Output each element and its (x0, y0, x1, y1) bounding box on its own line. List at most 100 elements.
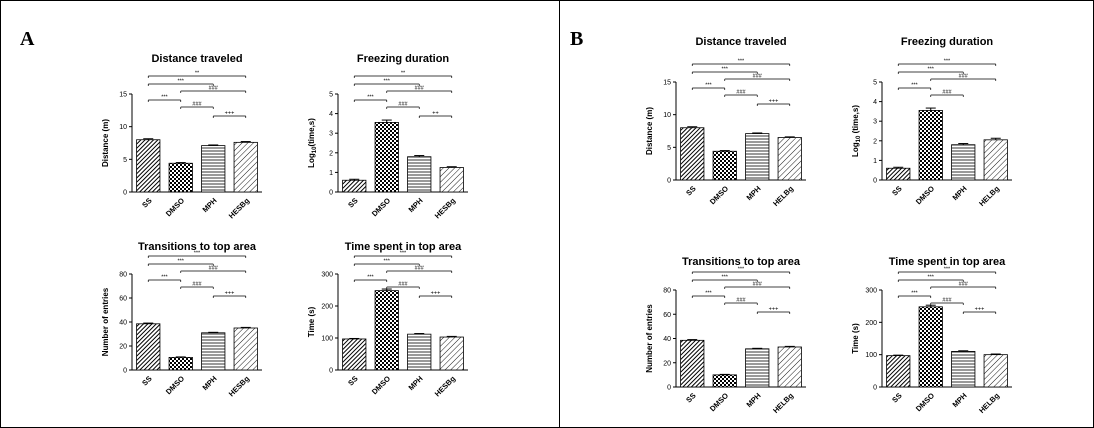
y-tick-label: 200 (865, 320, 877, 327)
significance-label: ### (415, 86, 425, 92)
category-label: MPH (407, 196, 425, 214)
bar-SS (136, 139, 161, 193)
significance-label: ### (753, 282, 763, 288)
y-tick-label: 2 (873, 138, 877, 145)
bar-DMSO (712, 374, 737, 388)
bar-HESBg (233, 141, 258, 193)
bar-HESBg (439, 167, 464, 193)
bar-SS (136, 323, 161, 371)
significance-label: ++ (432, 111, 438, 117)
category-label: HELBg (771, 391, 795, 415)
y-axis-label: Distance (m) (101, 119, 110, 167)
bar-HELBg (777, 137, 802, 181)
y-axis-label: Time (s) (851, 323, 860, 354)
y-tick-label: 10 (663, 112, 671, 119)
bar-MPH (951, 144, 976, 181)
chart-1-3: Time spent in top area 0 100 200 300 Time (s)… (851, 256, 1012, 415)
significance-label: *** (178, 259, 185, 265)
y-tick-label: 300 (865, 288, 877, 295)
bar-HELBg (983, 139, 1008, 181)
bar-MPH (201, 332, 226, 371)
bar-DMSO (918, 110, 943, 181)
y-axis-label: Time (s) (307, 306, 316, 337)
y-tick-label: 40 (663, 336, 671, 343)
category-label: MPH (407, 374, 425, 392)
bar-SS (886, 167, 911, 181)
y-tick-label: 200 (321, 304, 333, 311)
chart-title: Time spent in top area (889, 256, 1006, 268)
y-tick-label: 0 (123, 368, 127, 375)
significance-label: *** (944, 267, 951, 273)
y-tick-label: 15 (119, 92, 127, 99)
bar-DMSO (168, 356, 193, 371)
y-tick-label: 0 (329, 190, 333, 197)
chart-0-3: Time spent in top area 0 100 200 300 Time (s)… (307, 241, 468, 398)
y-tick-label: 100 (865, 352, 877, 359)
bar-MPH (201, 145, 226, 193)
bar-DMSO (374, 122, 399, 193)
category-label: DMSO (914, 391, 936, 413)
significance-label: *** (161, 275, 168, 281)
y-tick-label: 60 (119, 296, 127, 303)
y-axis-label: Number of entries (101, 287, 110, 356)
significance-label: ### (753, 74, 763, 80)
significance-label: ### (736, 298, 746, 304)
significance-label: ### (959, 74, 969, 80)
y-tick-label: 5 (873, 80, 877, 87)
significance-label: *** (367, 275, 374, 281)
significance-label: *** (384, 259, 391, 265)
significance-label: +++ (225, 291, 235, 297)
significance-label: *** (928, 67, 935, 73)
y-tick-label: 10 (119, 124, 127, 131)
y-tick-label: 5 (123, 157, 127, 164)
y-tick-label: 2 (329, 150, 333, 157)
category-label: HESBg (227, 196, 252, 221)
significance-label: ### (398, 282, 408, 288)
y-axis-label: Distance (m) (645, 107, 654, 155)
category-label: DMSO (708, 184, 730, 206)
significance-label: +++ (769, 99, 779, 105)
y-axis-label: Log10(time,s) (307, 118, 318, 168)
significance-label: ### (736, 90, 746, 96)
y-tick-label: 0 (873, 385, 877, 392)
category-label: DMSO (370, 196, 392, 218)
significance-label: ### (192, 282, 202, 288)
significance-label: ### (942, 298, 952, 304)
significance-label: +++ (769, 307, 779, 313)
category-label: DMSO (164, 196, 186, 218)
y-tick-label: 3 (329, 131, 333, 138)
significance-label: *** (705, 83, 712, 89)
chart-title: Time spent in top area (345, 241, 462, 253)
category-label: MPH (745, 391, 763, 409)
category-label: HESBg (227, 374, 252, 399)
y-tick-label: 0 (329, 368, 333, 375)
panel-label-b: B (570, 28, 584, 50)
category-label: SS (684, 391, 697, 404)
category-label: SS (890, 184, 903, 197)
significance-label: +++ (975, 307, 985, 313)
significance-label: *** (194, 251, 201, 257)
bar-HELBg (777, 346, 802, 388)
significance-label: *** (178, 79, 185, 85)
y-tick-label: 5 (667, 145, 671, 152)
bar-DMSO (712, 150, 737, 181)
y-tick-label: 4 (873, 99, 877, 106)
category-label: HESBg (433, 374, 458, 399)
y-tick-label: 1 (329, 170, 333, 177)
significance-label: *** (911, 291, 918, 297)
chart-1-2: Transitions to top area 0 20 40 60 80 Number o… (645, 256, 806, 415)
chart-1-0: Distance traveled 0 5 10 15 Distance (m) SS DMS… (645, 36, 806, 208)
chart-0-2: Transitions to top area 0 20 40 60 80 Number o… (101, 241, 262, 398)
significance-label: *** (161, 95, 168, 101)
category-label: SS (346, 374, 359, 387)
category-label: DMSO (914, 184, 936, 206)
significance-label: ### (209, 86, 219, 92)
bar-MPH (745, 348, 770, 388)
y-tick-label: 80 (119, 272, 127, 279)
category-label: SS (890, 391, 903, 404)
category-label: HELBg (977, 184, 1001, 208)
bar-DMSO (918, 306, 943, 388)
category-label: MPH (201, 196, 219, 214)
y-tick-label: 40 (119, 320, 127, 327)
